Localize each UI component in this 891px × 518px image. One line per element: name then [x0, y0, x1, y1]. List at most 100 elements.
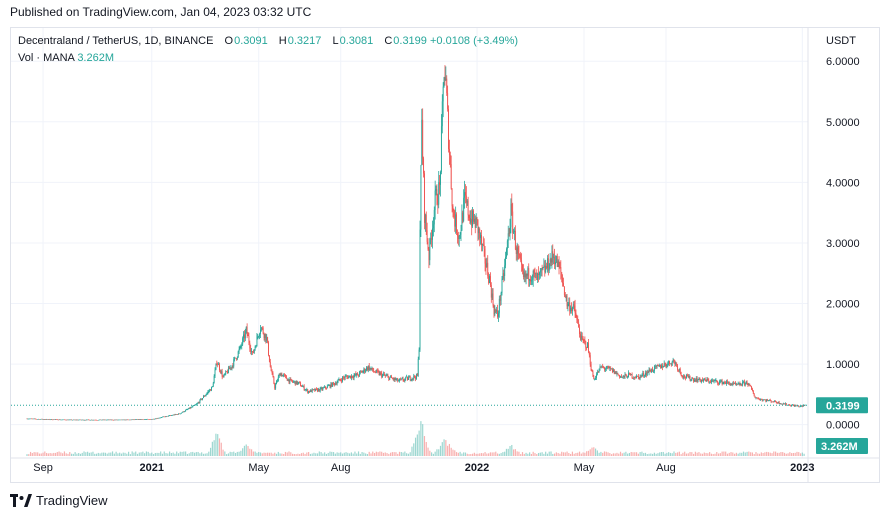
candle-body: [792, 404, 794, 406]
candle-body: [73, 419, 75, 421]
y-tick-label: 0.0000: [826, 420, 860, 432]
volume-bar: [710, 453, 713, 456]
volume-bar: [81, 452, 83, 456]
last-price-tag: [816, 397, 868, 414]
candle-body: [374, 371, 376, 373]
candle-body: [580, 335, 582, 340]
volume-bar: [477, 453, 479, 456]
volume-bar: [131, 451, 133, 456]
candle-body: [778, 401, 780, 404]
volume-bar: [95, 453, 98, 456]
volume-bar: [427, 447, 429, 456]
volume-bar: [238, 451, 240, 456]
volume-bar: [334, 453, 336, 456]
candle-body: [301, 386, 303, 387]
candle-body: [643, 373, 645, 376]
volume-bar: [345, 452, 347, 456]
candle-body: [579, 327, 580, 335]
candle-body: [382, 374, 384, 377]
candle-body: [243, 334, 245, 339]
volume-bar: [56, 452, 58, 456]
candle-body: [705, 379, 707, 382]
candle-body: [726, 381, 728, 385]
volume-bar: [170, 453, 172, 456]
candle-body: [112, 419, 114, 421]
volume-bar: [525, 452, 527, 456]
volume-bar: [322, 453, 324, 456]
candle-body: [399, 379, 400, 381]
symbol-title: Decentraland / TetherUS, 1D, BINANCE: [18, 35, 214, 47]
volume-bar: [234, 452, 237, 456]
volume-bar: [678, 451, 680, 456]
volume-bar: [379, 451, 381, 456]
volume-bar: [520, 454, 522, 456]
volume-bar: [673, 451, 675, 456]
candle-body: [721, 380, 723, 385]
candle-body: [704, 378, 706, 380]
candle-body: [624, 374, 626, 378]
candle-body: [412, 378, 414, 379]
candle-body: [607, 366, 609, 368]
candle-body: [58, 419, 60, 421]
candle-body: [540, 268, 542, 271]
candle-body: [331, 383, 333, 387]
volume-bar: [115, 451, 117, 456]
candle-body: [648, 369, 650, 373]
candle-body: [43, 419, 45, 420]
candle-body: [667, 363, 669, 366]
volume-bar: [133, 452, 135, 456]
volume-bar: [594, 448, 597, 456]
volume-bar: [532, 451, 534, 456]
volume-bar: [320, 452, 322, 456]
candle-body: [394, 378, 396, 380]
volume-bar: [325, 453, 328, 456]
candle-body: [257, 336, 259, 338]
candle-body: [511, 203, 513, 212]
volume-bar: [329, 451, 331, 456]
candle-body: [67, 419, 69, 421]
candle-body: [153, 418, 154, 420]
candle-body: [277, 376, 279, 381]
volume-bar: [202, 453, 205, 456]
candle-body: [306, 389, 308, 391]
volume-bar: [263, 452, 265, 456]
published-caption: Published on TradingView.com, Jan 04, 20…: [10, 5, 312, 19]
volume-bar: [764, 452, 766, 456]
volume-bar: [757, 453, 759, 456]
candle-body: [448, 109, 449, 150]
volume-bar: [395, 452, 397, 456]
candle-body: [123, 419, 125, 421]
volume-bar: [454, 450, 456, 456]
candle-body: [220, 371, 222, 373]
candle-body: [620, 376, 621, 378]
candle-body: [461, 212, 463, 231]
candle-body: [760, 399, 762, 400]
volume-bar: [99, 453, 101, 456]
candle-body: [380, 372, 382, 374]
candle-body: [661, 365, 663, 368]
candle-body: [547, 258, 549, 271]
volume-bar: [466, 453, 468, 456]
candle-body: [210, 389, 212, 391]
volume-bar: [147, 451, 149, 456]
volume-bar: [468, 454, 470, 456]
candle-body: [373, 370, 375, 372]
candle-body: [487, 262, 489, 277]
volume-bar: [407, 453, 410, 456]
candle-body: [132, 419, 134, 421]
candle-body: [102, 419, 104, 421]
price-overlays: 0.3199 3.262M: [11, 397, 868, 454]
candle-body: [706, 379, 708, 382]
candle-body: [47, 419, 48, 420]
volume-bar: [801, 452, 803, 456]
candle-body: [581, 335, 583, 338]
chart-frame[interactable]: [10, 27, 880, 483]
volume-bar: [375, 451, 377, 456]
tradingview-footer[interactable]: TradingView: [10, 492, 108, 508]
candle-body: [497, 310, 498, 317]
candle-body: [317, 389, 319, 392]
candle-body: [480, 235, 482, 238]
volume-bar: [730, 452, 732, 456]
candle-body: [733, 382, 735, 384]
